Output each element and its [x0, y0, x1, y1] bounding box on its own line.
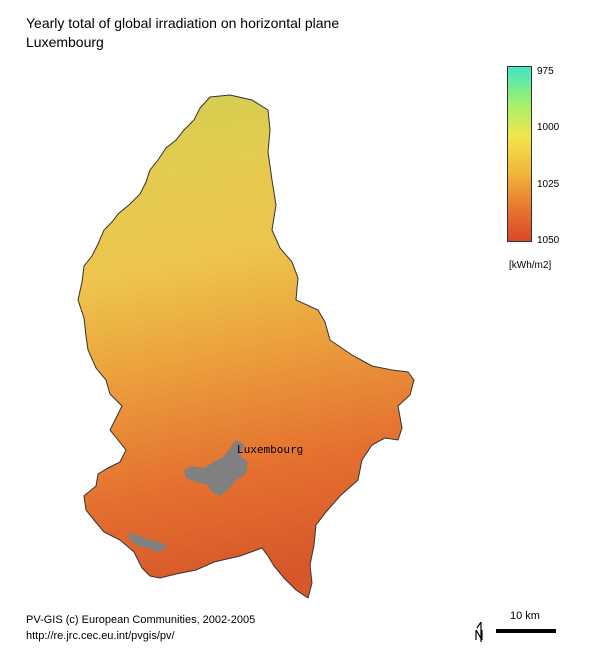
title-line-1: Yearly total of global irradiation on ho… [26, 15, 340, 31]
scale-bar [496, 629, 556, 633]
urban-area-luxembourg [184, 440, 248, 496]
legend-tick-975: 975 [537, 66, 554, 77]
urban-area-esch [128, 532, 168, 552]
title-line-2: Luxembourg [26, 34, 104, 50]
legend-tick-1025: 1025 [537, 179, 560, 190]
scale-label: 10 km [510, 610, 540, 622]
map-title: Yearly total of global irradiation on ho… [26, 14, 339, 52]
legend-tick-1000: 1000 [537, 122, 560, 133]
legend-unit: [kWh/m2] [509, 260, 552, 271]
credit-url[interactable]: http://re.jrc.cec.eu.int/pvgis/pv/ [26, 630, 175, 642]
credit-line-1: PV-GIS (c) European Communities, 2002-20… [26, 614, 256, 626]
legend-color-bar [507, 66, 532, 242]
north-arrow-icon [475, 622, 483, 642]
legend-tick-1050: 1050 [537, 235, 560, 246]
city-label-luxembourg: Luxembourg [237, 443, 304, 456]
